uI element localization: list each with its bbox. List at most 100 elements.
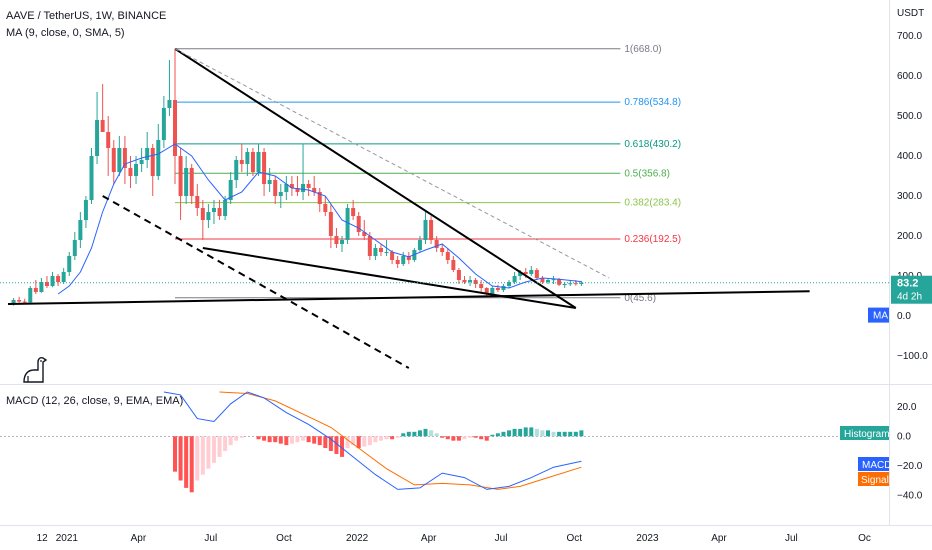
histogram-bar [273,436,278,443]
histogram-bar [200,436,205,475]
candle-body [134,164,139,176]
price-tick-label: 200.0 [897,231,922,242]
fib-level-label: 1(668.0) [624,44,661,55]
macd-tick-label: 0.0 [897,431,911,442]
histogram-bar [295,436,300,443]
histogram-bar [262,436,267,441]
histogram-bar [362,436,367,447]
histogram-bar [456,436,461,441]
histogram-bar [462,436,467,440]
histogram-bar [568,431,573,437]
candle-body [239,160,244,164]
candle-body [540,278,545,282]
time-tick-label: 2023 [636,533,659,544]
candle-body [479,284,484,288]
histogram-bar [217,436,222,457]
histogram-bar [417,430,422,437]
histogram-bar [323,436,328,449]
trendlines[interactable] [7,47,810,369]
macd-tick-label: −40.0 [897,490,923,501]
candle-body [462,280,467,282]
trendline [202,247,576,309]
candle-body [451,260,456,270]
candle-body [512,276,517,282]
candle-body [28,288,33,303]
histogram-bar [412,431,417,437]
trendline [174,47,577,309]
candle-body [11,300,16,304]
ma-legend[interactable]: MA (9, close, 0, SMA, 5) [6,27,125,39]
candle-body [573,283,578,285]
histogram-bar [468,436,473,438]
candle-body [195,196,200,208]
candlesticks[interactable] [11,48,584,306]
histogram-bar [267,436,272,443]
histogram-bar [239,436,244,438]
ma-line[interactable] [57,143,582,295]
time-tick-label: Apr [421,533,437,544]
histogram-bar [195,436,200,481]
candle-body [468,280,473,282]
time-tick-label: Jul [204,533,217,544]
histogram-bar [529,427,534,437]
price-axis-ticks[interactable]: 700.0600.0500.0400.0300.0200.0100.00.0−1… [897,31,928,362]
candle-body [345,208,350,240]
candle-body [139,160,144,164]
candle-body [562,284,567,285]
candle-body [89,156,94,200]
candle-body [184,168,189,196]
candle-body [406,256,411,260]
histogram-bar [173,436,178,472]
histogram-bar [429,430,434,437]
candle-body [200,208,205,220]
candle-body [395,260,400,264]
histogram-bar [495,433,500,437]
histogram-bar [384,436,389,440]
candle-body [17,300,22,302]
time-tick-label: 2022 [346,533,369,544]
time-tick-label: 2021 [56,533,79,544]
candle-body [351,208,356,216]
macd-histogram[interactable] [173,427,584,493]
price-tick-label: −100.0 [897,351,928,362]
signal-line[interactable] [219,391,582,490]
histogram-bar [490,434,495,437]
macd-legend[interactable]: MACD (12, 26, close, 9, EMA, EMA) [6,395,184,407]
fibonacci-retracement[interactable]: 1(668.0) 0.786(534.8) 0.618(430.2) 0.5(356.… [175,44,681,304]
histogram-bar [518,428,523,437]
time-tick-label: Jul [495,533,508,544]
price-tick-label: 600.0 [897,71,922,82]
fib-level-label: 0.236(192.5) [624,234,681,245]
histogram-bar [211,436,216,463]
histogram-bar [184,436,189,488]
ma-badge-label: MA [873,311,888,322]
histogram-bar [545,430,550,437]
macd-tick-label: −20.0 [897,461,923,472]
candle-body [167,100,172,108]
candle-body [178,156,183,196]
time-axis[interactable]: 12 2021 Apr Jul Oct 2022 Apr Jul Oct 2023 Apr Jul Oc [37,533,871,544]
candle-body [78,220,83,240]
price-tick-label: 400.0 [897,151,922,162]
macd-line[interactable] [163,391,582,490]
candle-body [501,286,506,290]
candle-body [495,288,500,290]
candle-body [356,216,361,232]
last-price-badge: 83.2 4d 2h [891,275,932,304]
histogram-bar [451,436,456,441]
ma-badge: MA [868,307,889,323]
histogram-bar [390,436,395,440]
fib-level-label: 0.786(534.8) [624,97,681,108]
histogram-bar [406,431,411,437]
histogram-bar [223,436,228,451]
candle-body [284,184,289,192]
candle-body [156,140,161,176]
candle-body [334,236,339,244]
histogram-bar [278,436,283,444]
macd-axis-ticks[interactable]: 20.0 0.0 −20.0 −40.0 [897,402,923,502]
candle-body [579,282,584,284]
symbol-legend[interactable]: AAVE / TetherUS, 1W, BINANCE [6,10,167,22]
histogram-bar [289,436,294,444]
histogram-bar [178,436,183,481]
